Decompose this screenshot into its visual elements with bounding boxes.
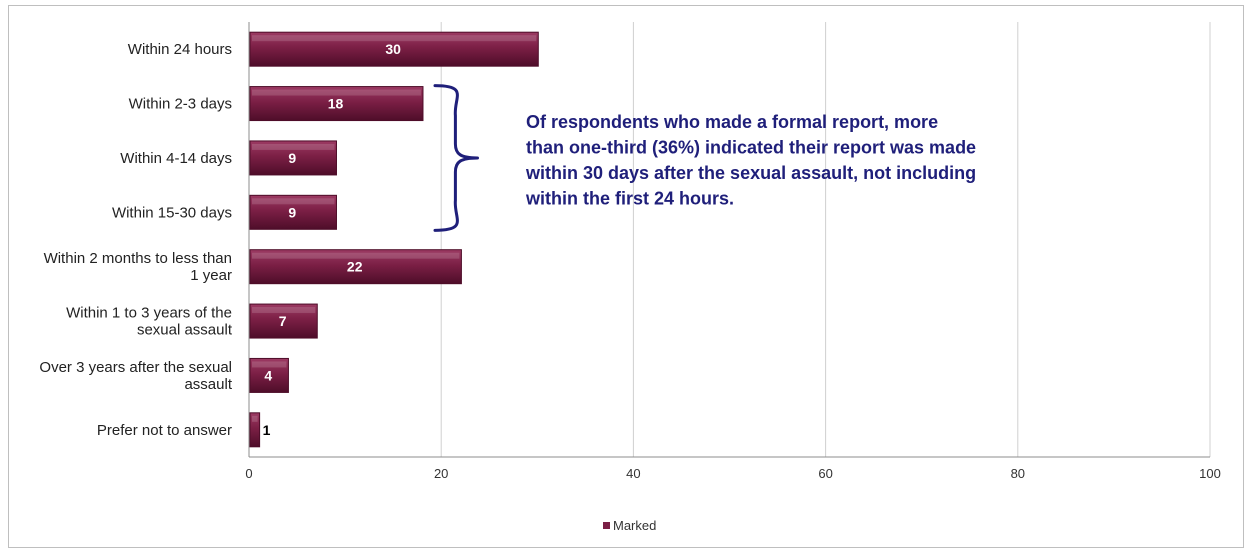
bar (249, 303, 318, 339)
x-tick-label: 20 (434, 466, 448, 481)
category-label: Within 15-30 days (112, 204, 232, 221)
data-label: 4 (264, 367, 272, 383)
x-tick-label: 0 (245, 466, 252, 481)
x-tick-label: 60 (818, 466, 832, 481)
bar (249, 412, 261, 448)
x-tick-label: 100 (1199, 466, 1221, 481)
category-label: Within 2-3 days (129, 96, 232, 113)
bar-highlight (252, 143, 335, 150)
data-label: 9 (288, 204, 296, 220)
data-label: 18 (328, 96, 344, 112)
bar (249, 194, 337, 230)
category-label: Within 2 months to less than 1 year (44, 250, 232, 284)
gridlines (440, 22, 1211, 457)
bar-highlight (252, 307, 316, 314)
data-label: 9 (288, 150, 296, 166)
category-label: Within 24 hours (128, 41, 232, 58)
x-tick-label: 80 (1011, 466, 1025, 481)
bar-highlight (252, 415, 258, 422)
category-label: Within 1 to 3 years of the sexual assault (66, 305, 233, 339)
data-label: 1 (263, 422, 271, 438)
category-label: Over 3 years after the sexual assault (39, 359, 232, 393)
bar (249, 140, 337, 176)
data-label: 22 (347, 259, 363, 275)
legend-swatch (603, 522, 610, 529)
data-label: 30 (385, 41, 401, 57)
category-label: Prefer not to answer (97, 422, 232, 439)
bar (249, 31, 539, 67)
annotation: Of respondents who made a formal report,… (433, 84, 976, 232)
bar-highlight (252, 252, 460, 259)
annotation-text: Of respondents who made a formal report,… (525, 112, 976, 209)
bar-highlight (252, 361, 287, 368)
axes: 0 20 40 60 80 100 Within 24 hours Within 2-3 da… (39, 22, 1221, 481)
bars: 30 18 9 9 22 7 4 1 (249, 31, 539, 448)
data-label: 7 (279, 313, 287, 329)
x-tick-label: 40 (626, 466, 640, 481)
bar-highlight (252, 35, 537, 42)
bar-highlight (252, 89, 421, 96)
legend: Marked (603, 518, 656, 533)
bar (249, 86, 424, 122)
bar-highlight (252, 198, 335, 205)
bar (249, 249, 462, 285)
category-label: Within 4-14 days (120, 150, 232, 167)
bracket (433, 84, 479, 232)
legend-label: Marked (613, 518, 656, 533)
bar (249, 357, 289, 393)
